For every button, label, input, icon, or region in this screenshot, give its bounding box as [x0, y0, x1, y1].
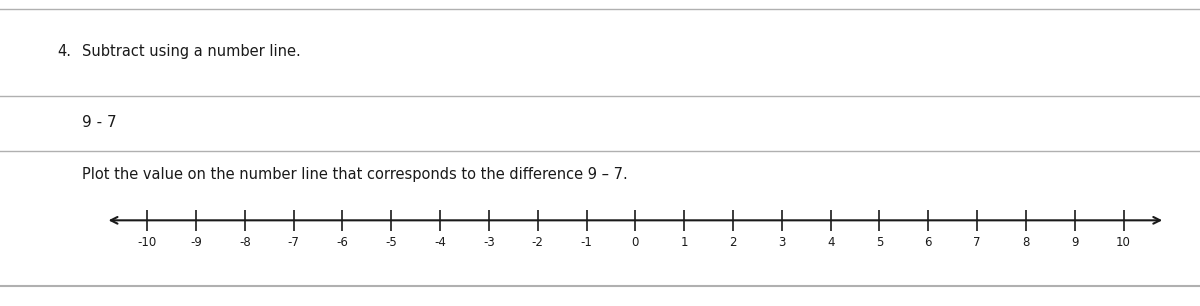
Text: Subtract using a number line.: Subtract using a number line.: [82, 44, 300, 59]
Text: -4: -4: [434, 236, 446, 249]
Text: 8: 8: [1022, 236, 1030, 249]
Text: -9: -9: [190, 236, 202, 249]
Text: -6: -6: [336, 236, 348, 249]
Text: -2: -2: [532, 236, 544, 249]
Text: -5: -5: [385, 236, 397, 249]
Text: -8: -8: [239, 236, 251, 249]
Text: 4: 4: [827, 236, 834, 249]
Text: 3: 3: [778, 236, 786, 249]
Text: 9 - 7: 9 - 7: [82, 115, 116, 130]
Text: 1: 1: [680, 236, 688, 249]
Text: 9: 9: [1072, 236, 1079, 249]
Text: -10: -10: [138, 236, 157, 249]
Text: 10: 10: [1116, 236, 1132, 249]
Text: 0: 0: [631, 236, 640, 249]
Text: 4.: 4.: [58, 44, 72, 59]
Text: Plot the value on the number line that corresponds to the difference 9 – 7.: Plot the value on the number line that c…: [82, 167, 628, 182]
Text: -1: -1: [581, 236, 593, 249]
Text: 2: 2: [730, 236, 737, 249]
Text: -7: -7: [288, 236, 300, 249]
Text: 5: 5: [876, 236, 883, 249]
Text: -3: -3: [484, 236, 494, 249]
Text: 6: 6: [924, 236, 932, 249]
Text: 7: 7: [973, 236, 980, 249]
